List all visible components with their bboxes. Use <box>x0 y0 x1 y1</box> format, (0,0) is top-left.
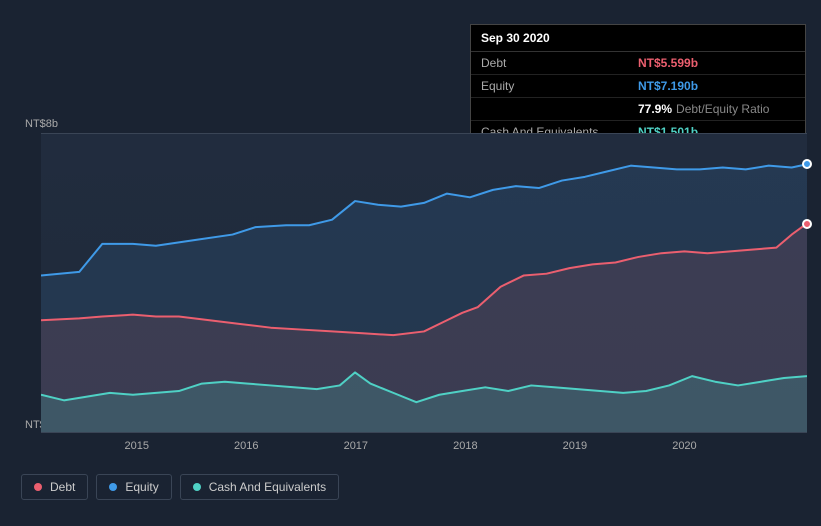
tooltip-row-label: Equity <box>481 79 638 93</box>
tooltip-row-label <box>481 102 638 116</box>
legend-item[interactable]: Debt <box>21 474 88 500</box>
legend-label: Equity <box>125 480 158 494</box>
tooltip-row: DebtNT$5.599b <box>471 52 805 75</box>
series-end-dot <box>802 159 812 169</box>
series-end-dot <box>802 219 812 229</box>
legend-item[interactable]: Cash And Equivalents <box>180 474 339 500</box>
legend-dot-icon <box>193 483 201 491</box>
plot-region[interactable] <box>41 133 807 433</box>
chart-legend: Debt Equity Cash And Equivalents <box>21 474 339 500</box>
legend-item[interactable]: Equity <box>96 474 171 500</box>
legend-label: Debt <box>50 480 75 494</box>
chart-area: NT$8b NT$0 201520162017201820192020 Debt… <box>17 118 807 468</box>
legend-dot-icon <box>109 483 117 491</box>
tooltip-date: Sep 30 2020 <box>471 25 805 52</box>
tooltip-row-suffix: Debt/Equity Ratio <box>676 102 769 116</box>
xaxis-tick: 2020 <box>672 440 696 452</box>
yaxis-label-top: NT$8b <box>25 118 58 130</box>
xaxis-tick: 2019 <box>563 440 587 452</box>
xaxis-tick: 2017 <box>344 440 368 452</box>
tooltip-row-value: NT$7.190b <box>638 79 795 93</box>
xaxis-tick: 2016 <box>234 440 258 452</box>
legend-label: Cash And Equivalents <box>209 480 326 494</box>
chart-svg <box>41 134 807 432</box>
tooltip-row-value: 77.9%Debt/Equity Ratio <box>638 102 795 116</box>
tooltip-row-value: NT$5.599b <box>638 56 795 70</box>
tooltip-row: EquityNT$7.190b <box>471 75 805 98</box>
legend-dot-icon <box>34 483 42 491</box>
x-axis: 2015 2016 2017 2018 2019 2020 <box>41 440 807 460</box>
xaxis-tick: 2018 <box>453 440 477 452</box>
xaxis-tick: 2015 <box>125 440 149 452</box>
tooltip-row-label: Debt <box>481 56 638 70</box>
